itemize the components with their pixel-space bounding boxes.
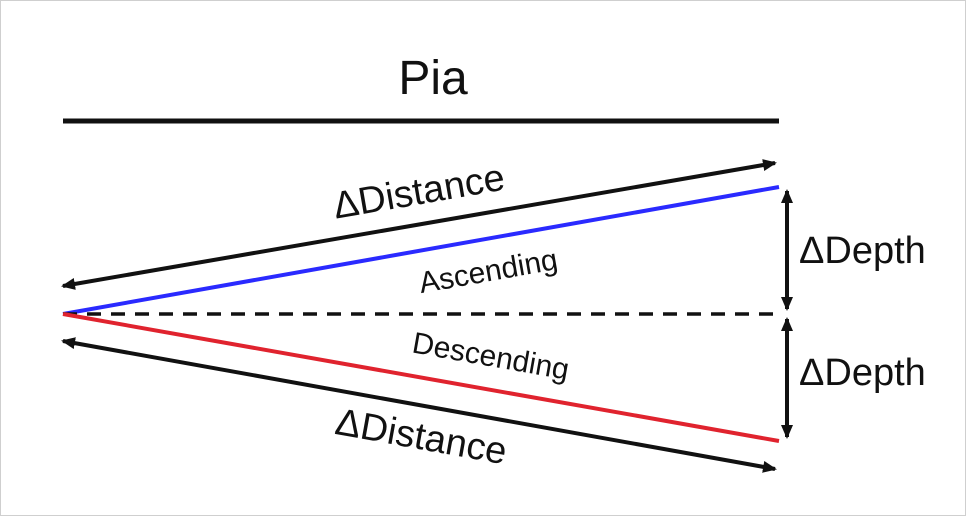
lower-distance-arrow xyxy=(61,337,777,473)
upper-depth-label: ΔDepth xyxy=(799,230,926,272)
ascending-line xyxy=(62,185,780,316)
lower-distance-label: ΔDistance xyxy=(332,401,510,473)
ascending-label: Ascending xyxy=(416,243,560,300)
upper-distance-arrow xyxy=(61,159,777,290)
descending-label: Descending xyxy=(410,327,572,387)
upper-distance-label: ΔDistance xyxy=(330,157,508,228)
pia-label: Pia xyxy=(398,52,468,105)
lower-depth-label: ΔDepth xyxy=(799,352,926,394)
